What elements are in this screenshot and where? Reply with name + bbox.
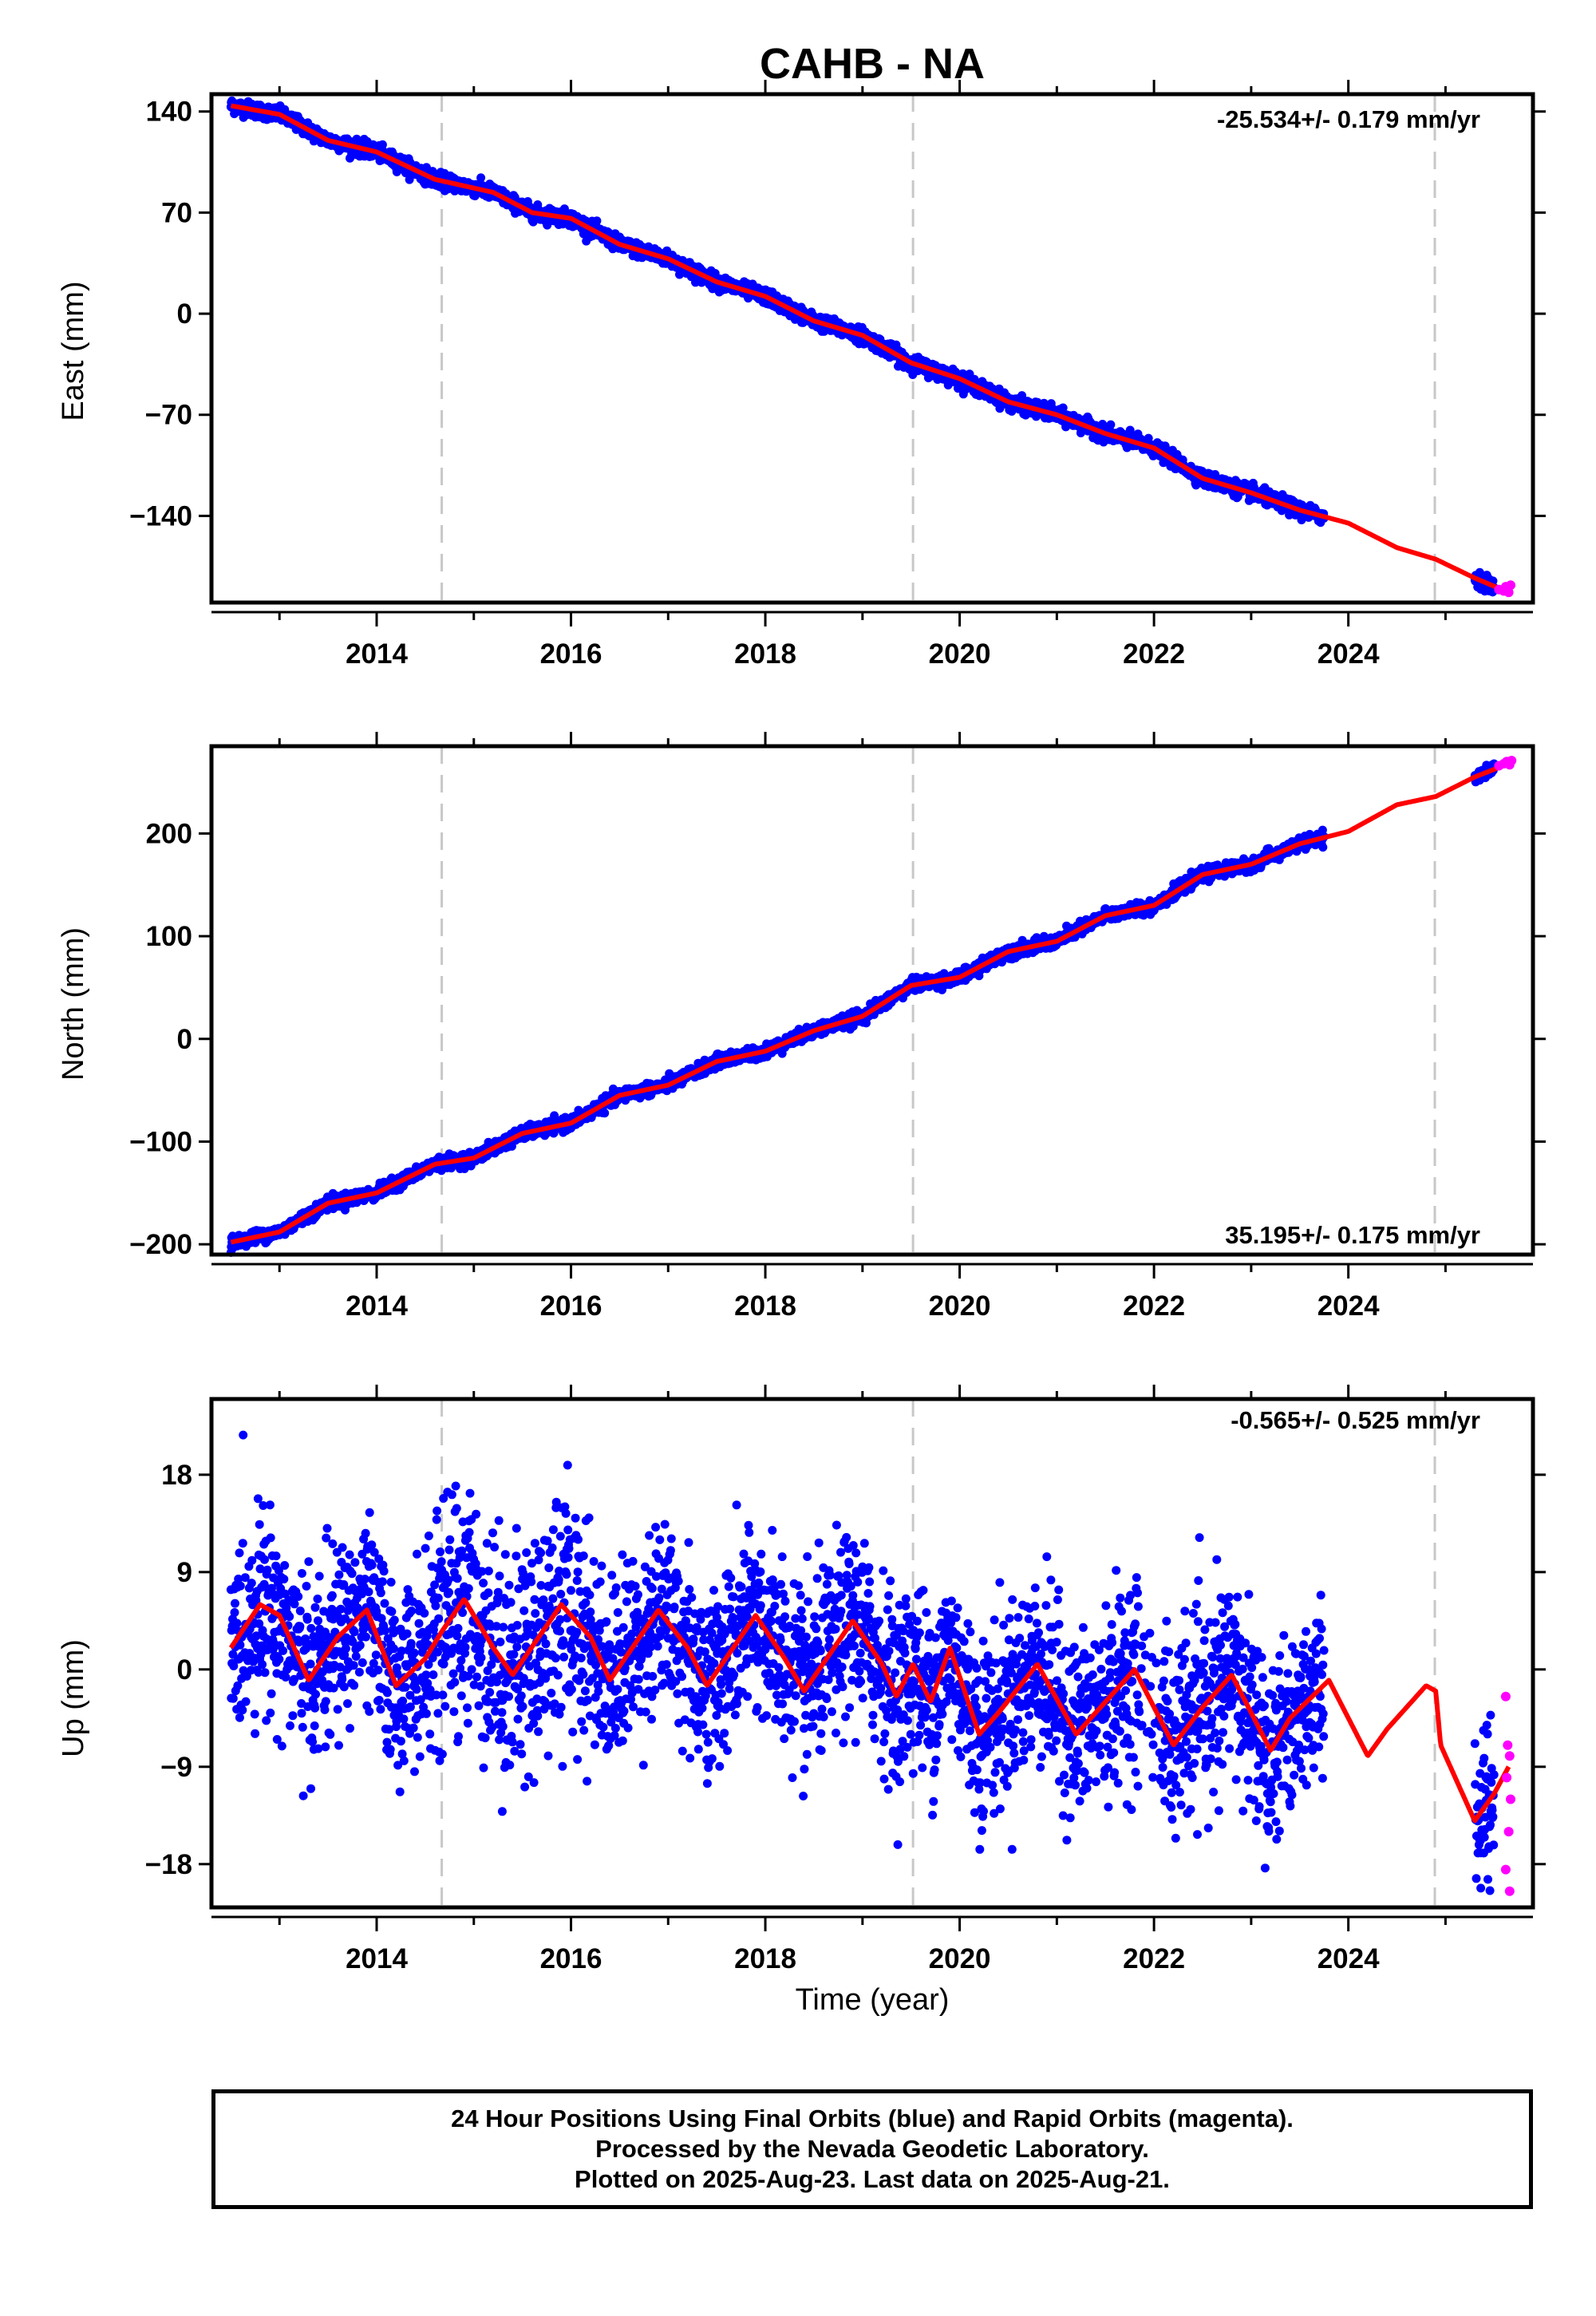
east-x-tick-label: 2024: [1317, 638, 1380, 670]
chart-title: CAHB - NA: [760, 40, 985, 88]
east-y-tick-label: −140: [129, 500, 192, 532]
east-final-point: [377, 140, 387, 149]
east-x-tick-label: 2018: [734, 638, 796, 670]
east-final-point: [405, 175, 414, 184]
north-final-orbit-points: [226, 759, 1499, 1257]
east-x-tick-label: 2016: [540, 638, 602, 670]
east-y-axis-label: East (mm): [57, 281, 90, 421]
north-plot-area: [226, 746, 1517, 1257]
east-y-tick-label: 70: [161, 197, 192, 228]
east-y-tick-label: −70: [145, 400, 192, 431]
east-panel: East (mm) -25.534+/- 0.179 mm/yr 140 70 0 −…: [57, 80, 1546, 670]
east-plot-area: [226, 94, 1515, 603]
east-rapid-orbit-points: [1494, 580, 1515, 598]
east-y-tick-label: 140: [146, 97, 192, 128]
east-y-tick-label: 0: [177, 298, 192, 330]
north-final-point: [600, 1109, 610, 1118]
east-rate-label: -25.534+/- 0.179 mm/yr: [1217, 105, 1480, 133]
east-final-point: [592, 216, 602, 226]
east-x-tick-label: 2020: [929, 638, 991, 670]
east-x-tick-label: 2022: [1123, 638, 1185, 670]
east-rapid-point: [1506, 580, 1515, 591]
north-panel: North (mm) 35.195+/- 0.175 mm/yr 2001000…: [57, 732, 1546, 1322]
east-x-tick-label: 2014: [346, 638, 408, 670]
east-final-point: [476, 173, 486, 183]
